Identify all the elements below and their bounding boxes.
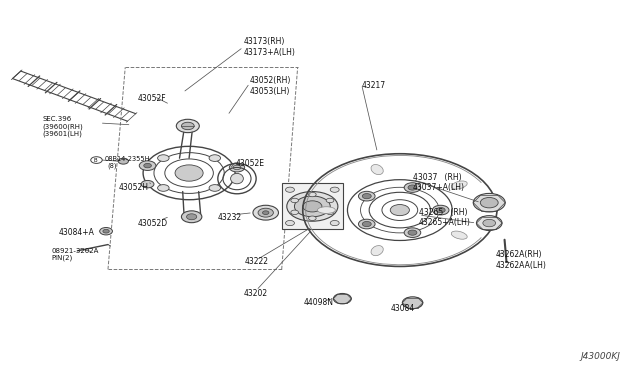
Text: (8): (8) xyxy=(108,163,117,169)
Circle shape xyxy=(433,205,449,215)
Circle shape xyxy=(209,155,221,161)
Ellipse shape xyxy=(371,246,383,256)
Circle shape xyxy=(285,187,294,192)
Circle shape xyxy=(285,221,294,226)
Circle shape xyxy=(140,161,156,170)
Circle shape xyxy=(333,294,351,304)
Ellipse shape xyxy=(451,231,467,239)
Text: 08B14-2355H: 08B14-2355H xyxy=(104,156,150,162)
Circle shape xyxy=(291,210,298,215)
Circle shape xyxy=(186,214,196,220)
Circle shape xyxy=(403,297,423,309)
Circle shape xyxy=(253,205,278,220)
Circle shape xyxy=(476,216,502,231)
Circle shape xyxy=(326,198,334,203)
Text: 43052D: 43052D xyxy=(138,219,168,228)
Circle shape xyxy=(181,211,202,223)
Circle shape xyxy=(157,185,169,191)
Text: 43052F: 43052F xyxy=(138,94,166,103)
Ellipse shape xyxy=(230,173,243,184)
Circle shape xyxy=(483,219,495,227)
Text: J43000KJ: J43000KJ xyxy=(580,352,620,361)
Circle shape xyxy=(330,187,339,192)
Text: 43262A(RH)
43262AA(LH): 43262A(RH) 43262AA(LH) xyxy=(495,250,547,270)
Text: 43037   (RH)
43037+A(LH): 43037 (RH) 43037+A(LH) xyxy=(413,173,465,192)
Ellipse shape xyxy=(317,207,335,214)
Circle shape xyxy=(308,216,316,221)
Circle shape xyxy=(303,201,322,212)
Circle shape xyxy=(436,208,445,213)
Text: 43222: 43222 xyxy=(244,257,268,266)
Text: 43173(RH)
43173+A(LH): 43173(RH) 43173+A(LH) xyxy=(243,37,295,57)
Circle shape xyxy=(404,183,420,192)
Ellipse shape xyxy=(451,181,467,189)
Circle shape xyxy=(157,155,169,161)
Circle shape xyxy=(408,185,417,190)
Ellipse shape xyxy=(371,164,383,174)
Text: 43202: 43202 xyxy=(244,289,268,298)
Circle shape xyxy=(358,191,375,201)
Circle shape xyxy=(103,230,109,233)
Circle shape xyxy=(358,219,375,229)
Text: 44098N: 44098N xyxy=(304,298,334,307)
Circle shape xyxy=(404,228,420,237)
Circle shape xyxy=(258,208,273,217)
Circle shape xyxy=(308,192,316,197)
Circle shape xyxy=(480,198,498,208)
Circle shape xyxy=(176,119,199,133)
Text: 43084+A: 43084+A xyxy=(58,228,94,237)
Circle shape xyxy=(291,198,298,203)
Circle shape xyxy=(118,158,129,164)
Circle shape xyxy=(326,210,334,215)
Circle shape xyxy=(330,221,339,226)
Circle shape xyxy=(144,163,152,168)
Circle shape xyxy=(141,180,154,188)
Text: B: B xyxy=(93,158,97,163)
Circle shape xyxy=(473,193,505,212)
Circle shape xyxy=(175,165,203,181)
Circle shape xyxy=(408,230,417,235)
Circle shape xyxy=(362,193,371,199)
Circle shape xyxy=(362,221,371,227)
Bar xyxy=(282,183,343,230)
Circle shape xyxy=(100,228,113,235)
Circle shape xyxy=(229,163,244,172)
Text: 43052H: 43052H xyxy=(119,183,149,192)
Text: 43052E: 43052E xyxy=(236,159,265,168)
Circle shape xyxy=(209,185,221,191)
Circle shape xyxy=(390,205,410,216)
Circle shape xyxy=(262,211,269,215)
Text: SEC.396
(39600(RH)
(39601(LH): SEC.396 (39600(RH) (39601(LH) xyxy=(42,116,83,137)
Text: 43084: 43084 xyxy=(390,304,415,313)
Circle shape xyxy=(287,192,338,221)
Text: 43052(RH)
43053(LH): 43052(RH) 43053(LH) xyxy=(250,76,291,96)
Circle shape xyxy=(181,122,194,130)
Circle shape xyxy=(294,196,330,217)
Text: 43232: 43232 xyxy=(218,213,242,222)
Text: 43265   (RH)
43265+A(LH): 43265 (RH) 43265+A(LH) xyxy=(419,208,471,227)
Text: 08921-3202A
PIN(2): 08921-3202A PIN(2) xyxy=(52,248,99,261)
Text: 43217: 43217 xyxy=(362,81,386,90)
